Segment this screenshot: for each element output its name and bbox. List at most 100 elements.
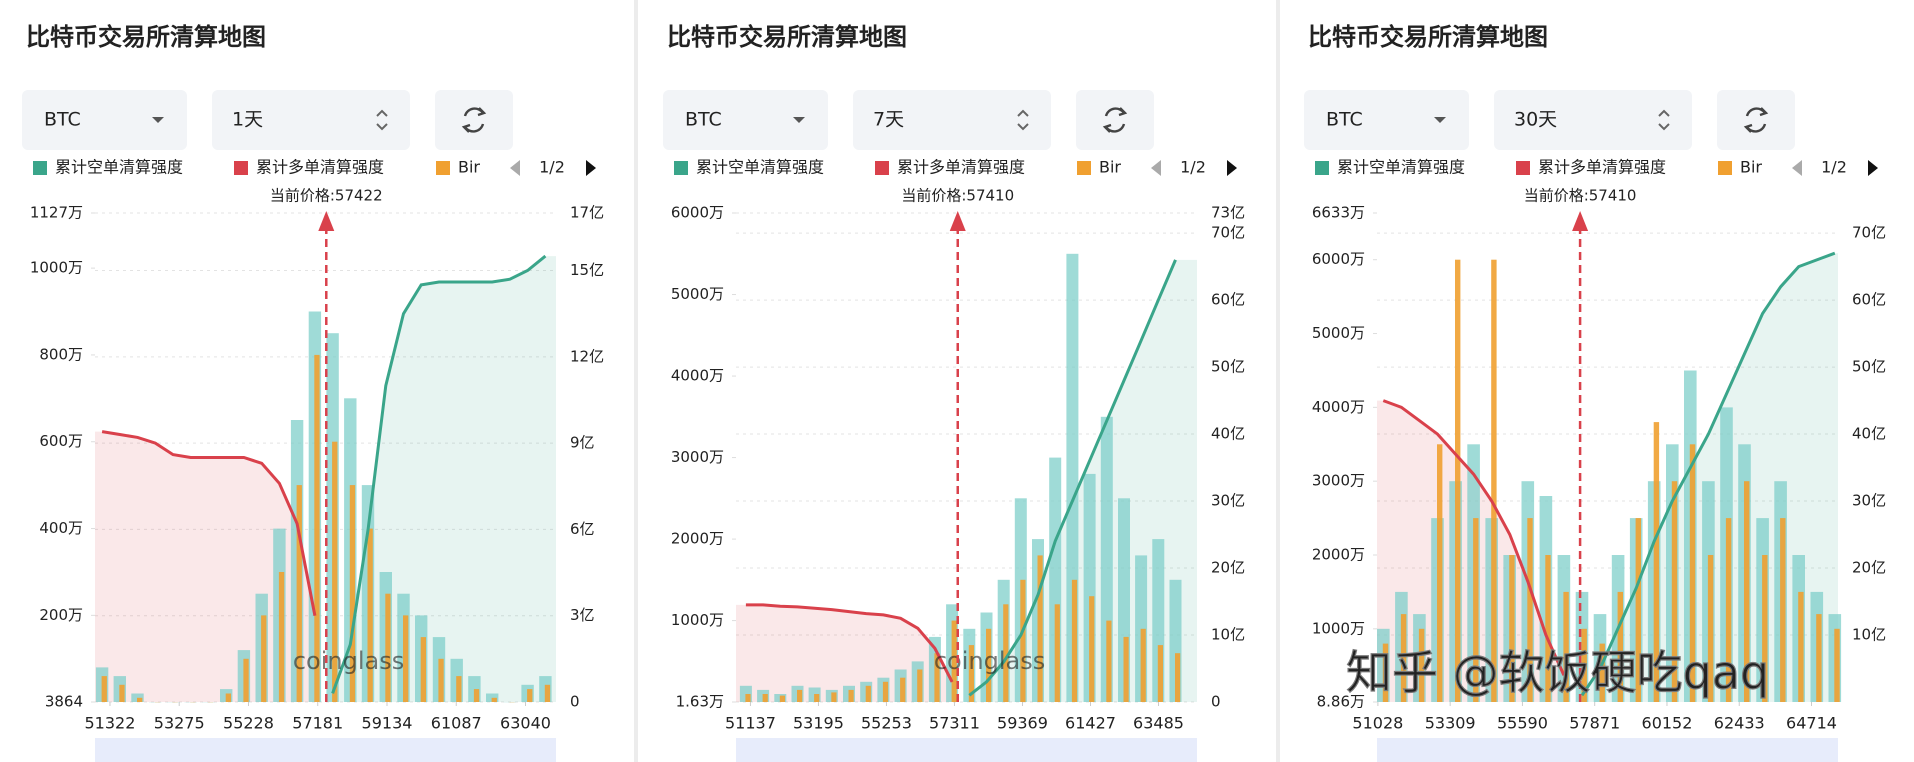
y-tick-label: 3864 bbox=[45, 693, 83, 711]
y2-tick-label: 6亿 bbox=[570, 520, 595, 538]
select-updown bbox=[1658, 109, 1670, 131]
bar bbox=[1037, 555, 1043, 702]
legend-prev[interactable] bbox=[510, 160, 520, 176]
bar bbox=[1400, 614, 1407, 702]
y2-tick-label: 17亿 bbox=[570, 204, 604, 222]
bar bbox=[986, 628, 992, 702]
chart-watermark: coinglass bbox=[293, 647, 404, 675]
legend-swatch bbox=[1516, 161, 1530, 175]
x-tick-label: 51137 bbox=[725, 714, 776, 733]
bar bbox=[865, 685, 871, 702]
range-slider[interactable] bbox=[736, 738, 1197, 762]
symbol-select[interactable] bbox=[1304, 90, 1469, 150]
bar bbox=[1054, 604, 1060, 702]
bar bbox=[1671, 481, 1678, 702]
bar bbox=[314, 354, 320, 702]
bar bbox=[296, 485, 302, 702]
legend-swatch bbox=[234, 161, 248, 175]
bar bbox=[1437, 444, 1443, 702]
bar bbox=[1762, 555, 1768, 702]
y-tick-label: 1.63万 bbox=[676, 693, 724, 711]
legend-next[interactable] bbox=[1868, 160, 1878, 176]
bar bbox=[900, 677, 906, 702]
bar bbox=[1071, 579, 1078, 702]
refresh-icon bbox=[461, 107, 487, 133]
bar bbox=[1106, 620, 1112, 702]
y2-tick-label: 70亿 bbox=[1852, 224, 1886, 242]
bar bbox=[848, 689, 854, 702]
y-tick-label: 2000万 bbox=[671, 530, 724, 548]
refresh-icon bbox=[1743, 107, 1769, 133]
bar bbox=[438, 658, 444, 702]
bar bbox=[349, 485, 356, 702]
panel-divider bbox=[1276, 0, 1280, 762]
y2-tick-label: 20亿 bbox=[1211, 559, 1245, 577]
bar bbox=[332, 441, 338, 702]
cumulative-line bbox=[968, 259, 1177, 697]
bar bbox=[1563, 591, 1569, 702]
x-tick-label: 55253 bbox=[861, 714, 912, 733]
x-tick-label: 51028 bbox=[1352, 714, 1403, 733]
y-tick-label: 8.86万 bbox=[1317, 693, 1365, 711]
refresh-button[interactable] bbox=[1717, 90, 1795, 150]
cumulative-line bbox=[331, 254, 547, 694]
bar bbox=[1123, 636, 1129, 702]
symbol-select-label: BTC bbox=[44, 109, 81, 131]
range-slider[interactable] bbox=[95, 738, 556, 762]
period-select-label: 7天 bbox=[873, 109, 904, 131]
bar bbox=[1491, 259, 1497, 702]
symbol-select[interactable] bbox=[663, 90, 828, 150]
legend-label: Bir bbox=[1740, 158, 1762, 177]
bar bbox=[1509, 555, 1515, 702]
x-tick-label: 59134 bbox=[362, 714, 413, 733]
bar bbox=[225, 693, 231, 702]
bar bbox=[1707, 555, 1714, 702]
y2-tick-label: 30亿 bbox=[1211, 492, 1245, 510]
refresh-button[interactable] bbox=[435, 90, 513, 150]
bar bbox=[831, 692, 837, 702]
symbol-select[interactable] bbox=[22, 90, 187, 150]
x-tick-label: 53275 bbox=[154, 714, 205, 733]
range-slider[interactable] bbox=[1377, 738, 1838, 762]
legend-swatch bbox=[33, 161, 47, 175]
x-tick-label: 64714 bbox=[1786, 714, 1837, 733]
bar bbox=[951, 620, 957, 702]
bar bbox=[1003, 604, 1009, 702]
bar bbox=[261, 615, 267, 702]
bar bbox=[1780, 518, 1786, 702]
period-select[interactable] bbox=[853, 90, 1051, 150]
y-tick-label: 3000万 bbox=[1312, 472, 1365, 490]
y-tick-label: 5000万 bbox=[671, 285, 724, 303]
bar bbox=[101, 676, 107, 702]
bar bbox=[385, 593, 391, 702]
period-select[interactable] bbox=[1494, 90, 1692, 150]
refresh-button[interactable] bbox=[1076, 90, 1154, 150]
bar bbox=[1455, 259, 1461, 702]
bar bbox=[1473, 518, 1479, 702]
y-tick-label: 4000万 bbox=[1312, 398, 1365, 416]
legend-next[interactable] bbox=[1227, 160, 1237, 176]
legend-prev[interactable] bbox=[1151, 160, 1161, 176]
bar bbox=[1689, 444, 1696, 702]
panel-title: 比特币交易所清算地图 bbox=[1308, 23, 1548, 51]
y2-tick-label: 50亿 bbox=[1852, 358, 1886, 376]
y-tick-label: 1000万 bbox=[30, 259, 83, 277]
legend-next[interactable] bbox=[586, 160, 596, 176]
legend-label: Bir bbox=[1099, 158, 1121, 177]
y2-tick-label: 0 bbox=[570, 693, 580, 711]
x-tick-label: 61427 bbox=[1065, 714, 1116, 733]
panel-title: 比特币交易所清算地图 bbox=[667, 23, 907, 51]
period-select[interactable] bbox=[212, 90, 410, 150]
legend-page: 1/2 bbox=[1180, 158, 1206, 177]
bar bbox=[1635, 518, 1641, 702]
bar bbox=[527, 689, 533, 702]
bar bbox=[1175, 653, 1181, 702]
legend-prev[interactable] bbox=[1792, 160, 1802, 176]
bar bbox=[1599, 643, 1605, 702]
bar bbox=[1816, 614, 1822, 702]
y2-tick-label: 70亿 bbox=[1211, 224, 1245, 242]
symbol-select-label: BTC bbox=[685, 109, 722, 131]
